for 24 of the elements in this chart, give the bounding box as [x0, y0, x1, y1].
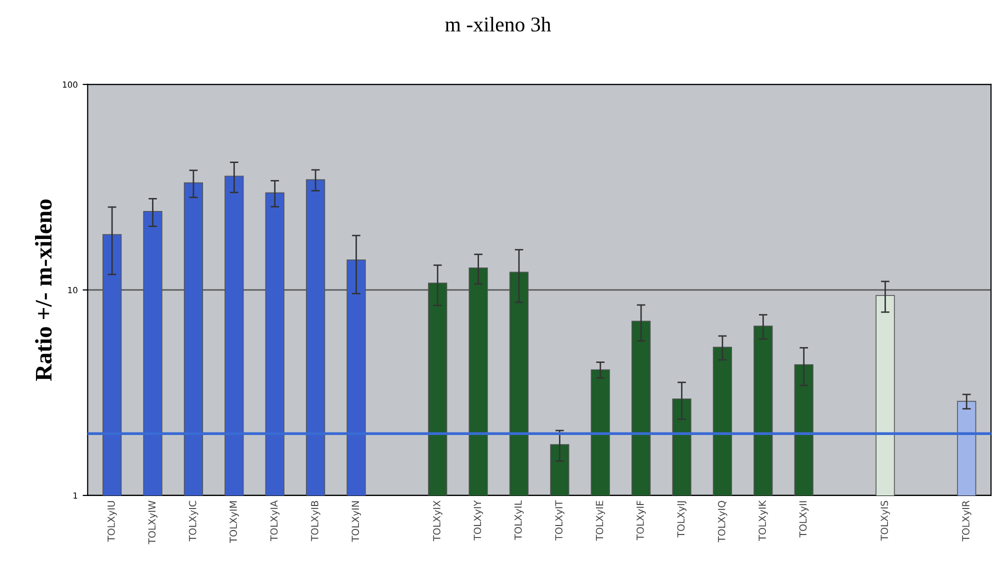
x-tick-label: TOLXyIL — [514, 500, 524, 540]
x-tick-label: TOLXyIW — [148, 500, 158, 544]
chart-title: m -xileno 3h — [445, 16, 551, 32]
y-tick-label: 1 — [74, 492, 78, 499]
x-tick-label: TOLXyIT — [555, 500, 564, 541]
x-tick-label: TOLXyIB — [310, 500, 320, 542]
x-tick-label: TOLXyIM — [230, 501, 239, 544]
x-tick-label: TOLXyIE — [596, 500, 606, 541]
y-tick-label: 100 — [62, 81, 78, 88]
x-tick-label: TOLXyIK — [758, 500, 768, 541]
y-tick-label: 10 — [68, 286, 78, 294]
x-tick-label: TOLXyIQ — [718, 500, 728, 542]
x-tick-label: TOLXyIS — [880, 500, 890, 541]
x-tick-label: TOLXyIU — [108, 501, 117, 542]
x-tick-label: TOLXyIY — [474, 500, 483, 541]
x-tick-label: TOLXyIN — [352, 501, 361, 542]
x-tick-label: TOLXyII — [799, 501, 809, 538]
x-tick-label: TOLXyIR — [962, 500, 972, 542]
x-tick-label: TOLXyIF — [636, 500, 646, 540]
x-tick-label: TOLXyIJ — [677, 501, 686, 538]
x-tick-label: TOLXyIC — [188, 500, 198, 542]
x-tick-label: TOLXyIA — [270, 500, 280, 542]
x-tick-label: TOLXyIX — [433, 500, 442, 542]
y-axis-title: Ratio +/- m-xileno — [35, 200, 52, 381]
